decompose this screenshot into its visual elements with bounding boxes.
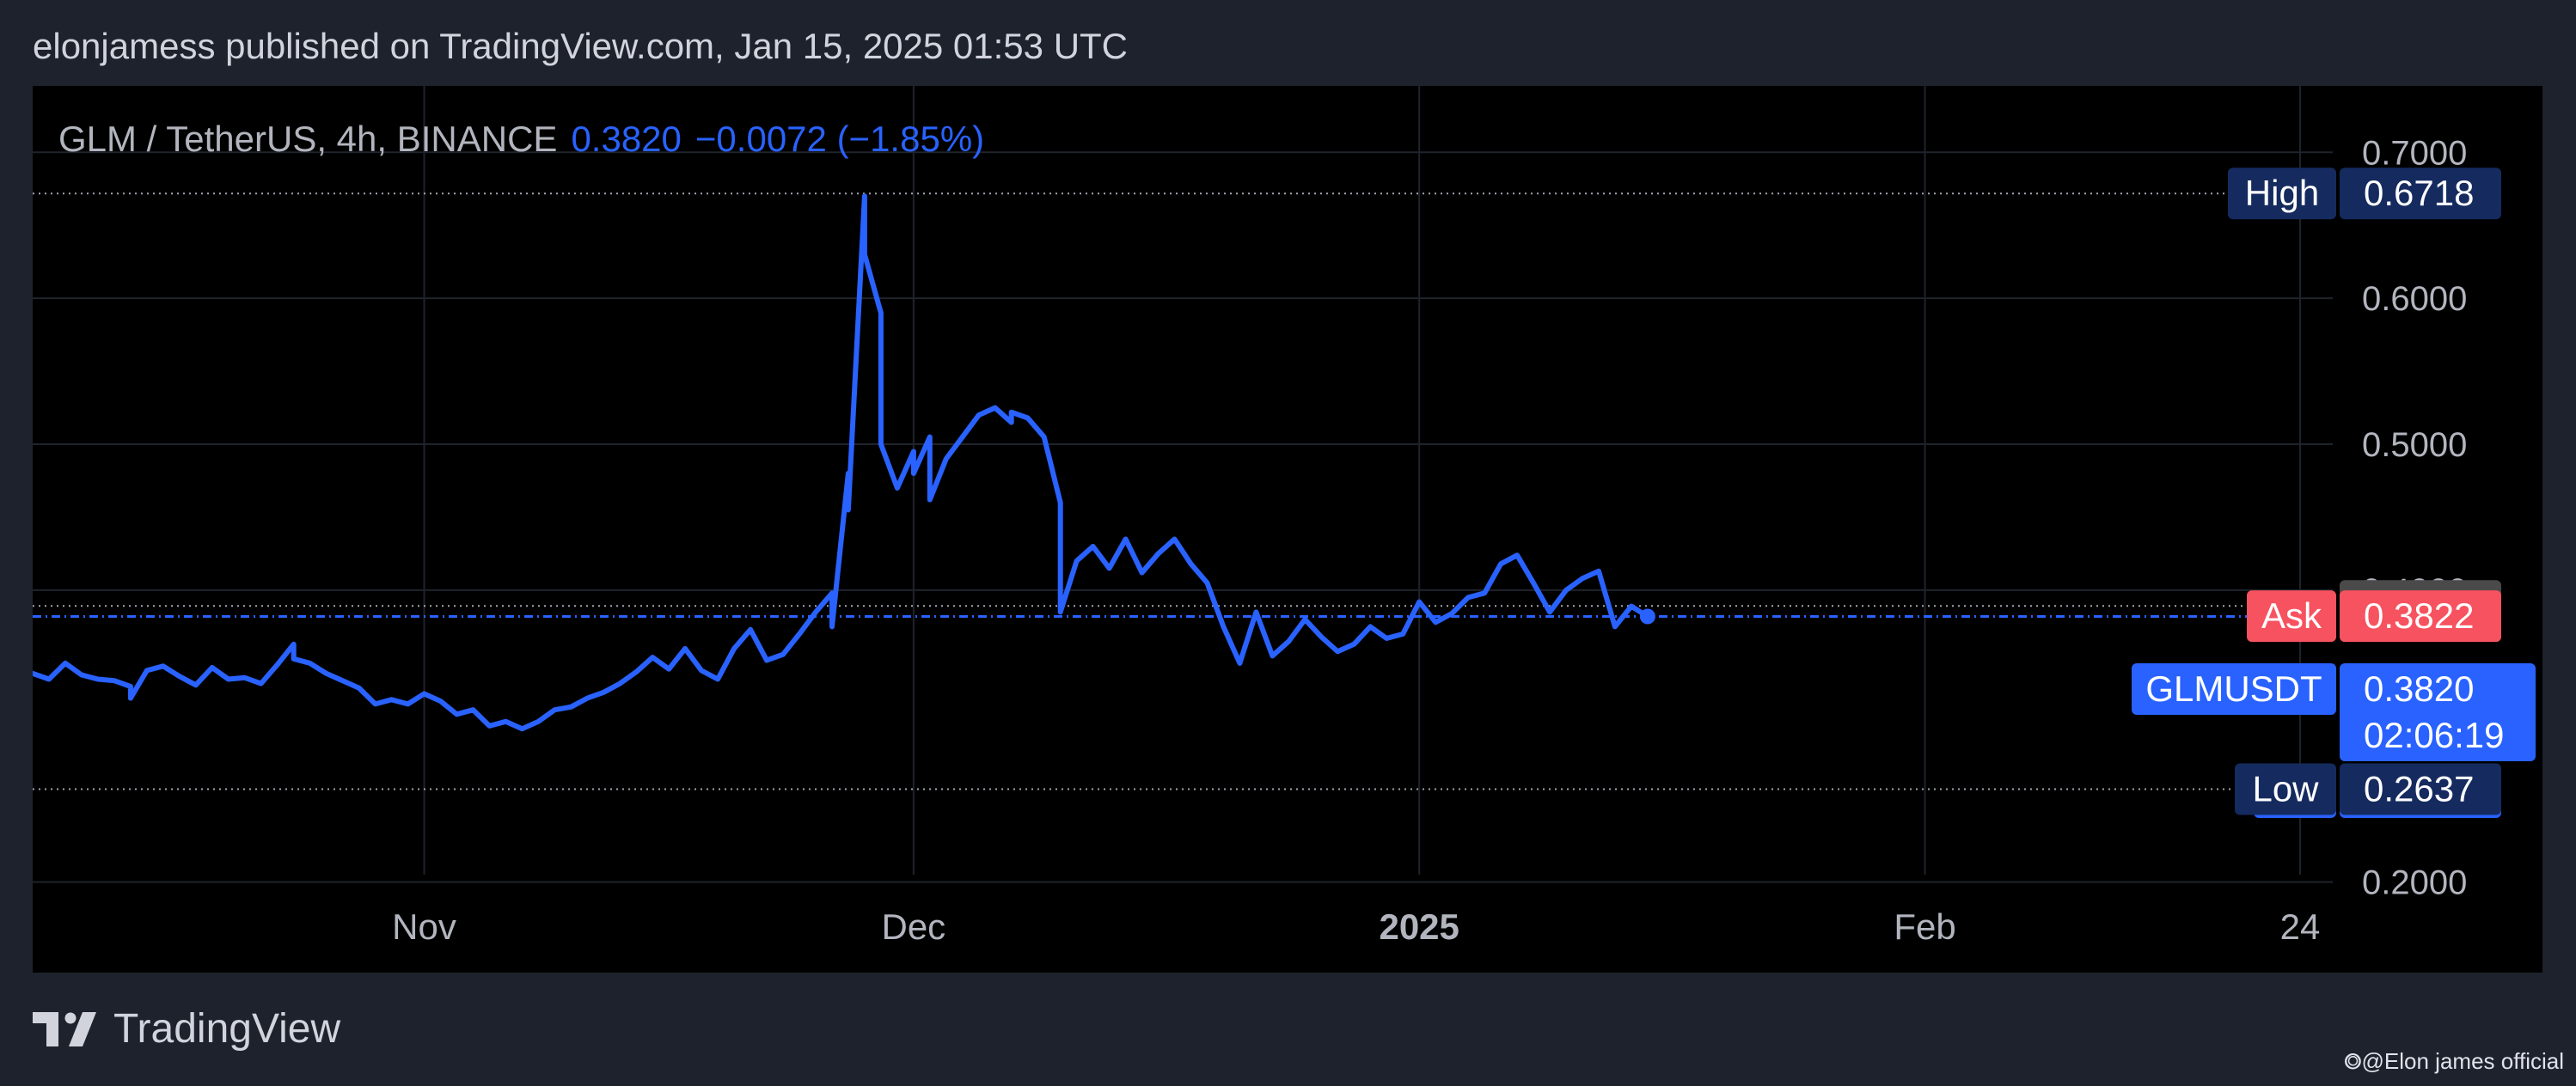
legend-change: −0.0072 (−1.85%) (694, 119, 985, 159)
price-badge-value: 0.3822 (2364, 595, 2474, 636)
x-tick-label: Feb (1894, 906, 1955, 947)
price-chart[interactable]: 0.70000.60000.50000.40000.2000NovDec2025… (33, 86, 2542, 973)
published-caption: elonjamess published on TradingView.com,… (33, 26, 1129, 66)
x-tick-label: 24 (2280, 906, 2321, 947)
price-badge-value: 0.2637 (2364, 768, 2474, 808)
price-badge-name: Low (2252, 768, 2319, 808)
legend-last-price: 0.3820 (571, 119, 682, 159)
price-badge-name-low (2235, 763, 2336, 815)
price-axis-background (2336, 86, 2542, 973)
tradingview-logo-icon (33, 1011, 96, 1046)
y-tick-label: 0.7000 (2362, 134, 2467, 172)
x-tick-label: Dec (881, 906, 945, 947)
x-tick-label: Nov (392, 906, 456, 947)
price-series-line[interactable] (33, 193, 1650, 732)
chart-panel[interactable]: 0.70000.60000.50000.40000.2000NovDec2025… (33, 86, 2542, 973)
tradingview-brand[interactable]: TradingView (33, 1005, 340, 1052)
price-badge-name-last (2132, 663, 2336, 715)
price-badge-name: GLMUSDT (2145, 668, 2322, 709)
legend-symbol: GLM / TetherUS, 4h, BINANCE (58, 119, 558, 159)
price-badge-name: High (2245, 173, 2319, 213)
y-tick-label: 0.5000 (2362, 426, 2467, 464)
y-tick-label: 0.6000 (2362, 280, 2467, 318)
last-price-marker (1639, 608, 1655, 625)
price-badge-last (2340, 663, 2536, 761)
tradingview-wordmark: TradingView (113, 1006, 341, 1052)
price-badge-name-ask (2247, 590, 2336, 643)
price-badge-low (2340, 763, 2501, 815)
price-badge-name: Ask (2261, 595, 2322, 636)
chart-legend: GLM / TetherUS, 4h, BINANCE 0.3820 −0.0072… (58, 119, 984, 160)
y-tick-label: 0.2000 (2362, 864, 2467, 902)
price-badge-value: 0.3820 (2364, 668, 2474, 709)
x-tick-label: 2025 (1379, 906, 1459, 947)
countdown-label: 02:06:19 (2364, 715, 2505, 755)
price-badge-high (2340, 168, 2501, 220)
price-badge-value: 0.6718 (2364, 173, 2474, 213)
price-badge-ask (2340, 590, 2501, 643)
author-credit: ⭗@Elon james official (2343, 1048, 2564, 1074)
price-badge-name-high (2228, 168, 2336, 220)
